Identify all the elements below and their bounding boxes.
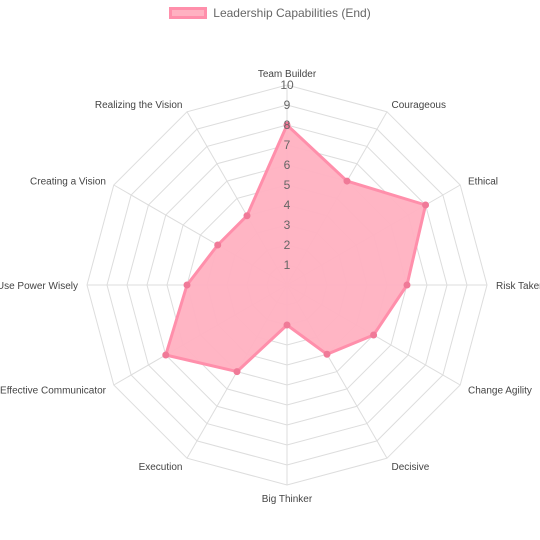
tick-label: 2 [284, 238, 291, 252]
tick-label: 6 [284, 158, 291, 172]
data-point[interactable] [243, 212, 251, 220]
data-point[interactable] [343, 177, 351, 185]
axis-label: Decisive [392, 462, 430, 473]
tick-label: 4 [284, 198, 291, 212]
data-point[interactable] [283, 121, 291, 129]
radar-axis-labels: Team Builder Courageous Ethical Risk Taker C… [0, 69, 540, 505]
tick-label: 5 [284, 178, 291, 192]
axis-label: Team Builder [258, 69, 317, 80]
data-point[interactable] [422, 201, 430, 209]
tick-label: 10 [280, 78, 294, 92]
data-point[interactable] [183, 281, 191, 289]
axis-label: Effective Communicator [0, 386, 107, 397]
data-point[interactable] [403, 281, 411, 289]
data-point[interactable] [283, 321, 291, 329]
data-point[interactable] [214, 241, 222, 249]
axis-label: Courageous [392, 100, 446, 111]
axis-label: Change Agility [468, 386, 532, 397]
axis-label: Use Power Wisely [0, 281, 78, 292]
legend-swatch [169, 7, 208, 19]
data-point[interactable] [323, 350, 331, 358]
axis-label: Execution [139, 462, 183, 473]
tick-label: 8 [284, 118, 291, 132]
axis-label: Ethical [468, 177, 498, 188]
radar-series [162, 121, 430, 376]
tick-label: 1 [284, 258, 291, 272]
legend[interactable]: Leadership Capabilities (End) [0, 6, 540, 20]
data-point[interactable] [233, 368, 241, 376]
tick-label: 9 [284, 98, 291, 112]
tick-label: 7 [284, 138, 291, 152]
legend-label: Leadership Capabilities (End) [213, 6, 371, 20]
tick-label: 3 [284, 218, 291, 232]
axis-label: Realizing the Vision [95, 100, 183, 111]
axis-label: Creating a Vision [30, 177, 106, 188]
axis-label: Risk Taker [496, 281, 540, 292]
radar-tick-labels: 1 2 3 4 5 6 7 8 9 10 [280, 78, 294, 272]
data-point[interactable] [162, 351, 170, 359]
axis-label: Big Thinker [262, 494, 313, 505]
series-area [164, 123, 428, 374]
data-point[interactable] [370, 331, 378, 339]
